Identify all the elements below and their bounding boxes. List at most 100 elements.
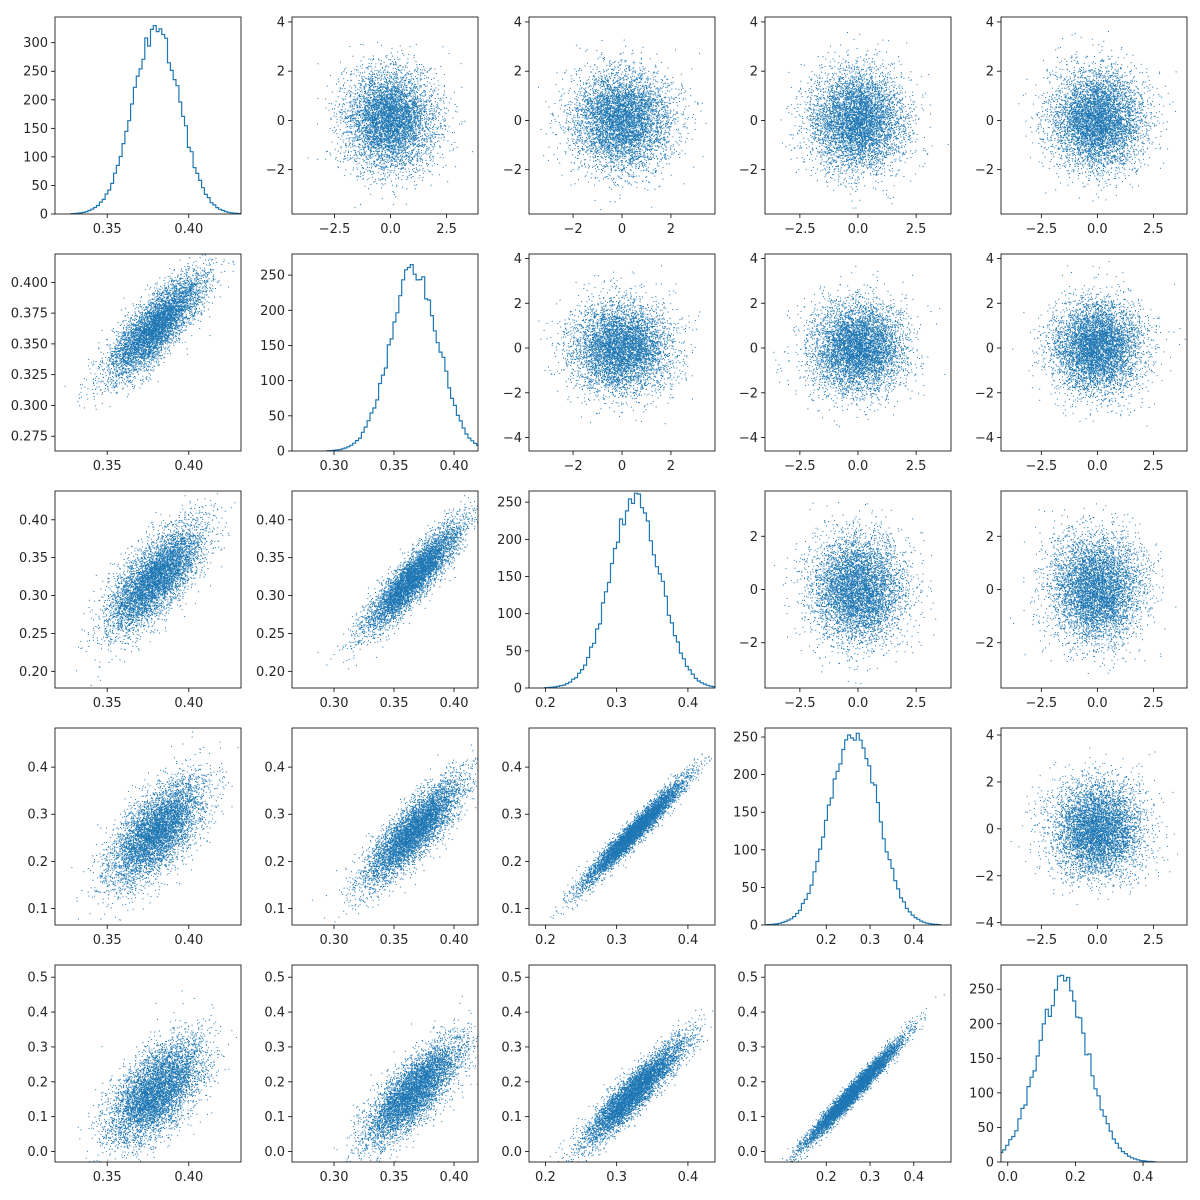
scatter-point — [424, 139, 425, 140]
scatter-point — [406, 109, 407, 110]
scatter-point — [341, 72, 342, 73]
scatter-point — [371, 147, 372, 148]
scatter-point — [362, 145, 363, 146]
scatter-point — [397, 132, 398, 133]
scatter-point — [390, 74, 391, 75]
scatter-point — [403, 55, 404, 56]
scatter-point — [385, 82, 386, 83]
scatter-point — [451, 144, 452, 145]
scatter-point — [348, 152, 349, 153]
scatter-point — [389, 128, 390, 129]
scatter-point — [430, 155, 431, 156]
scatter-point — [375, 144, 376, 145]
scatter-point — [384, 76, 385, 77]
scatter-point — [418, 74, 419, 75]
scatter-point — [372, 129, 373, 130]
scatter-point — [385, 154, 386, 155]
scatter-point — [415, 96, 416, 97]
scatter-point — [374, 151, 375, 152]
scatter-point — [369, 114, 370, 115]
scatter-point — [411, 76, 412, 77]
scatter-point — [367, 99, 368, 100]
scatter-point — [341, 147, 342, 148]
scatter-point — [362, 140, 363, 141]
scatter-point — [376, 77, 377, 78]
scatter-point — [407, 134, 408, 135]
scatter-point — [386, 157, 387, 158]
scatter-point — [404, 141, 405, 142]
scatter-point — [398, 67, 399, 68]
scatter-point — [385, 99, 386, 100]
scatter-point — [412, 144, 413, 145]
scatter-point — [415, 101, 416, 102]
scatter-point — [371, 105, 372, 106]
scatter-point — [376, 114, 377, 115]
scatter-point — [384, 82, 385, 83]
scatter-point — [361, 88, 362, 89]
scatter-point — [359, 100, 360, 101]
scatter-point — [362, 107, 363, 108]
scatter-point — [361, 165, 362, 166]
scatter-point — [404, 75, 405, 76]
scatter-point — [344, 83, 345, 84]
scatter-point — [387, 172, 388, 173]
scatter-point — [357, 89, 358, 90]
scatter-point — [391, 148, 392, 149]
scatter-point — [400, 112, 401, 113]
scatter-point — [364, 93, 365, 94]
scatter-point — [402, 53, 403, 54]
scatter-point — [368, 108, 369, 109]
scatter-point — [417, 156, 418, 157]
scatter-point — [421, 72, 422, 73]
scatter-point — [383, 113, 384, 114]
scatter-point — [375, 94, 376, 95]
scatter-point — [419, 106, 420, 107]
scatter-point — [366, 124, 367, 125]
scatter-point — [366, 129, 367, 130]
scatter-point — [355, 114, 356, 115]
scatter-point — [434, 111, 435, 112]
scatter-point — [432, 136, 433, 137]
scatter-point — [354, 101, 355, 102]
scatter-point — [443, 95, 444, 96]
scatter-point — [350, 155, 351, 156]
scatter-point — [397, 129, 398, 130]
scatter-point — [425, 110, 426, 111]
scatter-point — [433, 134, 434, 135]
scatter-point — [397, 57, 398, 58]
scatter-point — [432, 174, 433, 175]
scatter-point — [363, 113, 364, 114]
scatter-point — [393, 159, 394, 160]
scatter-point — [400, 108, 401, 109]
scatter-point — [358, 144, 359, 145]
scatter-point — [377, 165, 378, 166]
scatter-point — [416, 87, 417, 88]
scatter-point — [378, 154, 379, 155]
scatter-point — [437, 102, 438, 103]
scatter-point — [397, 77, 398, 78]
scatter-point — [414, 108, 415, 109]
scatter-point — [398, 178, 399, 179]
scatter-point — [397, 51, 398, 52]
scatter-point — [399, 97, 400, 98]
scatter-point — [363, 120, 364, 121]
scatter-point — [376, 120, 377, 121]
scatter-point — [352, 56, 353, 57]
scatter-point — [387, 167, 388, 168]
scatter-point — [357, 158, 358, 159]
scatter-point — [383, 132, 384, 133]
scatter-point — [367, 114, 368, 115]
scatter-point — [378, 153, 379, 154]
scatter-point — [389, 148, 390, 149]
scatter-point — [441, 137, 442, 138]
scatter-point — [420, 125, 421, 126]
scatter-point — [369, 82, 370, 83]
scatter-point — [380, 96, 381, 97]
scatter-point — [354, 134, 355, 135]
scatter-point — [401, 109, 402, 110]
scatter-point — [373, 112, 374, 113]
scatter-point — [365, 93, 366, 94]
scatter-point — [336, 122, 337, 123]
scatter-point — [420, 111, 421, 112]
scatter-point — [461, 87, 462, 88]
